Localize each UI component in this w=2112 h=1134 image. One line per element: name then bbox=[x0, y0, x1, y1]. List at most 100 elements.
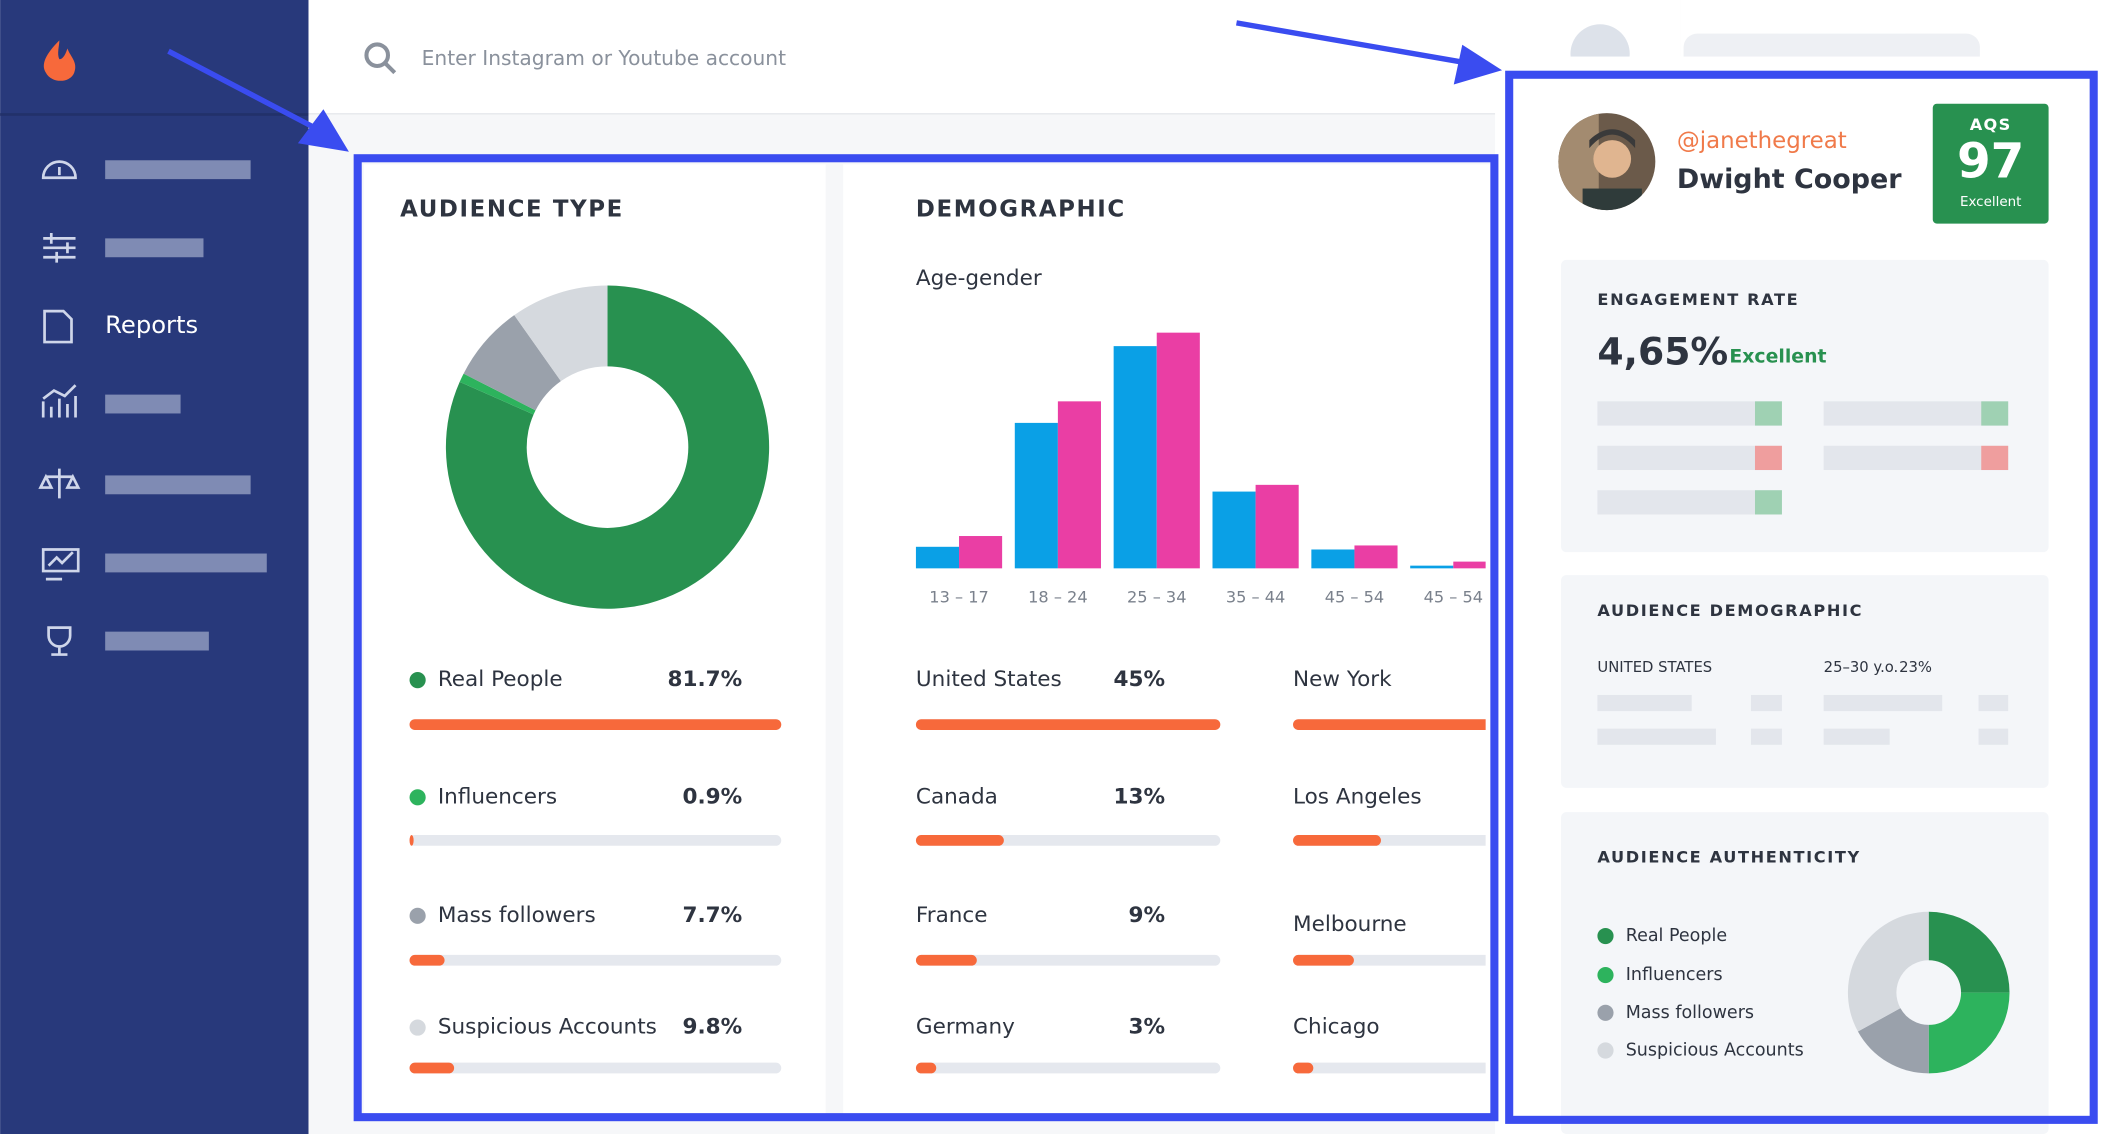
value-label: 45% bbox=[1114, 667, 1166, 692]
aqs-badge bbox=[1932, 103, 2049, 224]
list-label: Chicago bbox=[1293, 1015, 1380, 1040]
legend-dot bbox=[409, 907, 426, 924]
legend-label: Suspicious Accounts bbox=[1626, 1040, 1804, 1060]
menu-placeholder[interactable] bbox=[105, 160, 251, 180]
progress-track bbox=[409, 954, 782, 966]
list-label: Germany bbox=[916, 1015, 1015, 1040]
value-label: 81.7% bbox=[667, 667, 742, 692]
bar bbox=[1212, 491, 1256, 569]
panel-title: AUDIENCE DEMOGRAPHIC bbox=[1597, 601, 1863, 620]
legend-label: Real People bbox=[438, 667, 563, 692]
progress-bar bbox=[409, 835, 414, 846]
panel-title: ENGAGEMENT RATE bbox=[1597, 290, 1799, 309]
legend-dot bbox=[1597, 927, 1614, 945]
top-age-share: 23% bbox=[1899, 659, 1932, 676]
bar bbox=[1311, 549, 1355, 569]
legend-label: Mass followers bbox=[438, 903, 596, 928]
top-age: 25–30 y.o. bbox=[1824, 659, 1899, 676]
donut-segment bbox=[1847, 911, 1929, 1032]
highlight-box bbox=[353, 154, 1499, 1122]
card-title: DEMOGRAPHIC bbox=[916, 197, 1126, 223]
list-label: United States bbox=[916, 667, 1062, 692]
icon-campaigns[interactable] bbox=[41, 548, 80, 581]
donut-segment bbox=[1928, 911, 2010, 993]
progress-bar bbox=[409, 954, 445, 966]
profile-handle[interactable]: @janethegreat bbox=[1677, 128, 1847, 154]
legend-dot bbox=[1597, 1004, 1614, 1021]
bar bbox=[1113, 346, 1157, 569]
aqs-rating: Excellent bbox=[1960, 195, 2021, 210]
legend-dot bbox=[1597, 966, 1614, 984]
progress-track bbox=[915, 1062, 1221, 1074]
progress-bar bbox=[915, 719, 1221, 730]
progress-track bbox=[915, 954, 1221, 966]
engagement-rating: Excellent bbox=[1729, 346, 1826, 367]
x-tick-label: 25 – 34 bbox=[1127, 587, 1186, 606]
value-label: 7.7% bbox=[682, 903, 742, 928]
x-tick-label: 13 – 17 bbox=[929, 587, 988, 606]
top-bar-border bbox=[308, 113, 1681, 115]
donut-segment bbox=[1928, 992, 2010, 1074]
legend-dot bbox=[409, 1019, 426, 1036]
bar bbox=[959, 536, 1003, 569]
chart-title: Age-gender bbox=[916, 266, 1042, 291]
value-label: 9% bbox=[1129, 903, 1166, 928]
list-label: Canada bbox=[916, 784, 998, 809]
legend-dot bbox=[409, 789, 426, 806]
menu-placeholder[interactable] bbox=[105, 475, 251, 495]
arrows bbox=[167, 20, 1503, 152]
bar bbox=[1354, 545, 1398, 569]
bar bbox=[1453, 561, 1486, 569]
progress-bar bbox=[1293, 835, 1381, 846]
progress-bar bbox=[915, 954, 977, 966]
bar bbox=[1014, 422, 1058, 569]
value-label: 0.9% bbox=[682, 784, 742, 809]
progress-bar bbox=[409, 719, 782, 730]
bar bbox=[1057, 401, 1101, 569]
aqs-score: 97 bbox=[1957, 133, 2024, 189]
logo[interactable] bbox=[43, 40, 76, 81]
icon-trophy[interactable] bbox=[47, 626, 72, 656]
x-tick-label: 45 – 54 bbox=[1325, 587, 1384, 606]
menu-placeholder[interactable] bbox=[105, 631, 209, 651]
progress-bar bbox=[1293, 954, 1354, 966]
legend-label: Influencers bbox=[1626, 965, 1723, 985]
menu-item[interactable]: Reports bbox=[105, 310, 198, 339]
progress-bar bbox=[915, 1062, 937, 1074]
panel bbox=[1561, 259, 2049, 553]
menu-placeholder[interactable] bbox=[105, 238, 204, 258]
icon-dashboard[interactable] bbox=[41, 160, 77, 180]
panel-title: AUDIENCE AUTHENTICITY bbox=[1597, 847, 1860, 866]
list-label: France bbox=[916, 903, 988, 928]
icon-filters[interactable] bbox=[43, 232, 76, 263]
aqs-label: AQS bbox=[1970, 115, 2012, 134]
legend-dot bbox=[409, 672, 426, 689]
legend-label: Real People bbox=[1626, 926, 1727, 946]
legend-label: Mass followers bbox=[1626, 1003, 1754, 1023]
legend-label: Influencers bbox=[438, 784, 557, 809]
icon-compare[interactable] bbox=[38, 468, 81, 499]
icon-stats[interactable] bbox=[41, 384, 77, 418]
engagement-placeholders bbox=[1597, 401, 2009, 515]
donut-segment bbox=[459, 373, 536, 415]
search-input[interactable]: Enter Instagram or Youtube account bbox=[422, 46, 786, 70]
icon-reports[interactable] bbox=[43, 309, 73, 344]
bar bbox=[1410, 565, 1454, 569]
donut-segment bbox=[514, 285, 608, 382]
demographic-placeholders bbox=[1597, 694, 2009, 745]
progress-bar bbox=[1293, 1062, 1314, 1074]
donut-segment bbox=[463, 315, 561, 411]
legend-label: Suspicious Accounts bbox=[438, 1015, 657, 1040]
card bbox=[843, 164, 1504, 1118]
card-title: AUDIENCE TYPE bbox=[400, 197, 624, 223]
x-tick-label: 35 – 44 bbox=[1226, 587, 1285, 606]
menu-placeholder[interactable] bbox=[105, 394, 181, 414]
donut-segment bbox=[445, 285, 770, 609]
list-label: Los Angeles bbox=[1293, 784, 1422, 809]
list-label: New York bbox=[1293, 667, 1392, 692]
menu-placeholder[interactable] bbox=[105, 553, 267, 573]
search-icon[interactable] bbox=[364, 42, 397, 75]
highlight-box bbox=[1505, 70, 2098, 1124]
